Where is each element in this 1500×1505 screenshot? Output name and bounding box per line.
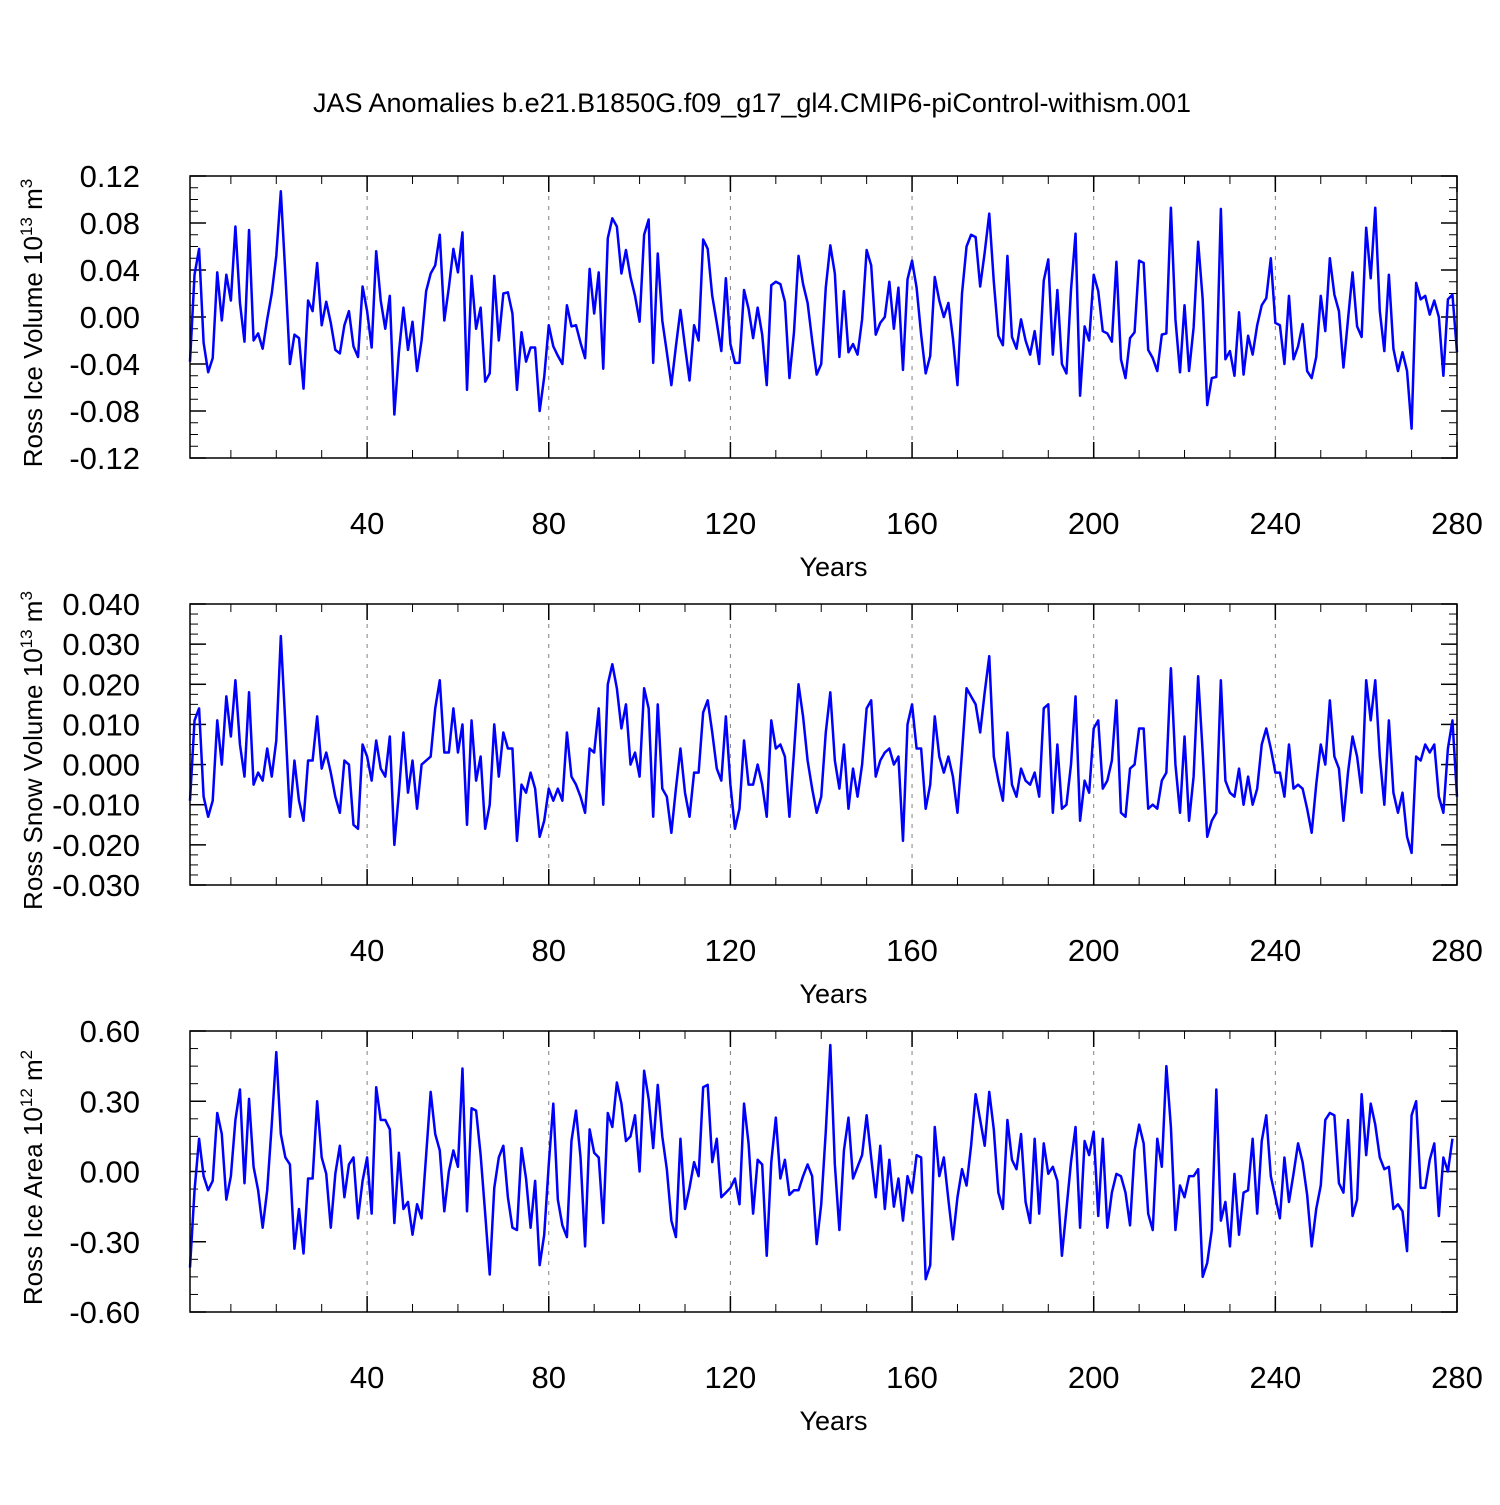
panel-1-y-tick-label: -0.08: [69, 394, 140, 429]
y-axis-label-superscript: 13: [17, 629, 36, 648]
panel-1: -0.12 -0.08 -0.04 0.00 0.04 0.08 0.12 40 80 120 16…: [17, 159, 1483, 582]
panel-1-y-tick-label: 0.12: [80, 159, 140, 194]
panel-1-y-tick-label: -0.12: [69, 441, 140, 476]
panel-1-x-tick-label: 240: [1249, 506, 1301, 541]
y-axis-label-part: m: [18, 1059, 48, 1088]
panel-1-plot-frame: [189, 175, 1458, 459]
y-axis-label-part: m: [18, 601, 48, 630]
panel-2-x-tick-label: 280: [1431, 933, 1483, 968]
panel-1-x-tick-label: 40: [350, 506, 384, 541]
y-axis-label-superscript: 3: [17, 591, 36, 600]
y-axis-label-part: Ross Snow Volume 10: [18, 648, 48, 910]
panel-2-y-tick-label: 0.030: [62, 627, 140, 662]
panel-2-x-tick-label: 120: [705, 933, 757, 968]
panel-2-x-tick-label: 200: [1068, 933, 1120, 968]
panel-3-x-axis-label: Years: [799, 1406, 867, 1436]
panel-1-y-tick-label: 0.08: [80, 206, 140, 241]
panel-2-x-tick-label: 160: [886, 933, 938, 968]
panel-2-y-tick-label: -0.010: [52, 788, 140, 823]
panel-3-y-tick-label: -0.30: [69, 1225, 140, 1260]
panel-3-y-tick-label: 0.30: [80, 1084, 140, 1119]
panel-3-x-tick-label: 200: [1068, 1360, 1120, 1395]
panel-2-x-tick-label: 80: [532, 933, 566, 968]
panel-2-x-tick-label: 40: [350, 933, 384, 968]
panel-2-y-tick-label: 0.040: [62, 587, 140, 622]
panel-2-plot-frame: [189, 603, 1458, 886]
panel-3-y-tick-label: -0.60: [69, 1295, 140, 1330]
y-axis-label-part: Ross Ice Volume 10: [18, 236, 48, 467]
panel-3-y-axis-label: Ross Ice Area 1012 m2: [17, 1050, 48, 1305]
panel-3-x-tick-label: 40: [350, 1360, 384, 1395]
panel-3-x-tick-label: 120: [705, 1360, 757, 1395]
panel-1-x-tick-label: 200: [1068, 506, 1120, 541]
panel-3-x-tick-label: 80: [532, 1360, 566, 1395]
panel-3-x-tick-label: 280: [1431, 1360, 1483, 1395]
panel-1-y-tick-label: -0.04: [69, 347, 140, 382]
panel-2-y-tick-label: 0.010: [62, 707, 140, 742]
panel-3: -0.60 -0.30 0.00 0.30 0.60 40 80 120 160 200 240 28…: [17, 1014, 1483, 1436]
panel-2-series-line: [188, 634, 1459, 855]
panel-3-plot-frame: [189, 1030, 1458, 1313]
chart-title: JAS Anomalies b.e21.B1850G.f09_g17_gl4.C…: [313, 88, 1191, 118]
y-axis-label-superscript: 13: [17, 217, 36, 236]
panel-1-x-tick-label: 280: [1431, 506, 1483, 541]
y-axis-label-superscript: 3: [17, 179, 36, 188]
panel-3-series-line: [188, 1043, 1454, 1281]
panel-1-x-tick-label: 80: [532, 506, 566, 541]
panel-2-y-tick-label: 0.020: [62, 667, 140, 702]
panel-2-y-axis-label: Ross Snow Volume 1013 m3: [17, 591, 48, 910]
panel-1-series-line: [188, 190, 1459, 430]
y-axis-label-part: m: [18, 188, 48, 217]
panel-2-x-tick-label: 240: [1249, 933, 1301, 968]
panel-1-x-tick-label: 160: [886, 506, 938, 541]
panel-1-y-tick-label: 0.00: [80, 300, 140, 335]
panel-3-x-tick-label: 240: [1249, 1360, 1301, 1395]
panel-1-x-axis-label: Years: [799, 552, 867, 582]
panel-2: -0.030 -0.020 -0.010 0.000 0.010 0.020 0.030 0.…: [17, 587, 1483, 1009]
panel-2-y-tick-label: -0.030: [52, 868, 140, 903]
panel-3-y-tick-label: 0.00: [80, 1155, 140, 1190]
panel-1-x-tick-label: 120: [705, 506, 757, 541]
panel-2-y-tick-label: -0.020: [52, 828, 140, 863]
panel-1-y-tick-label: 0.04: [80, 253, 140, 288]
y-axis-label-superscript: 2: [17, 1050, 36, 1059]
panel-3-y-tick-label: 0.60: [80, 1014, 140, 1049]
y-axis-label-superscript: 12: [17, 1088, 36, 1107]
panel-2-x-axis-label: Years: [799, 979, 867, 1009]
panel-3-x-tick-label: 160: [886, 1360, 938, 1395]
panel-1-y-axis-label: Ross Ice Volume 1013 m3: [17, 179, 48, 468]
panel-2-y-tick-label: 0.000: [62, 748, 140, 783]
y-axis-label-part: Ross Ice Area 10: [18, 1107, 48, 1305]
